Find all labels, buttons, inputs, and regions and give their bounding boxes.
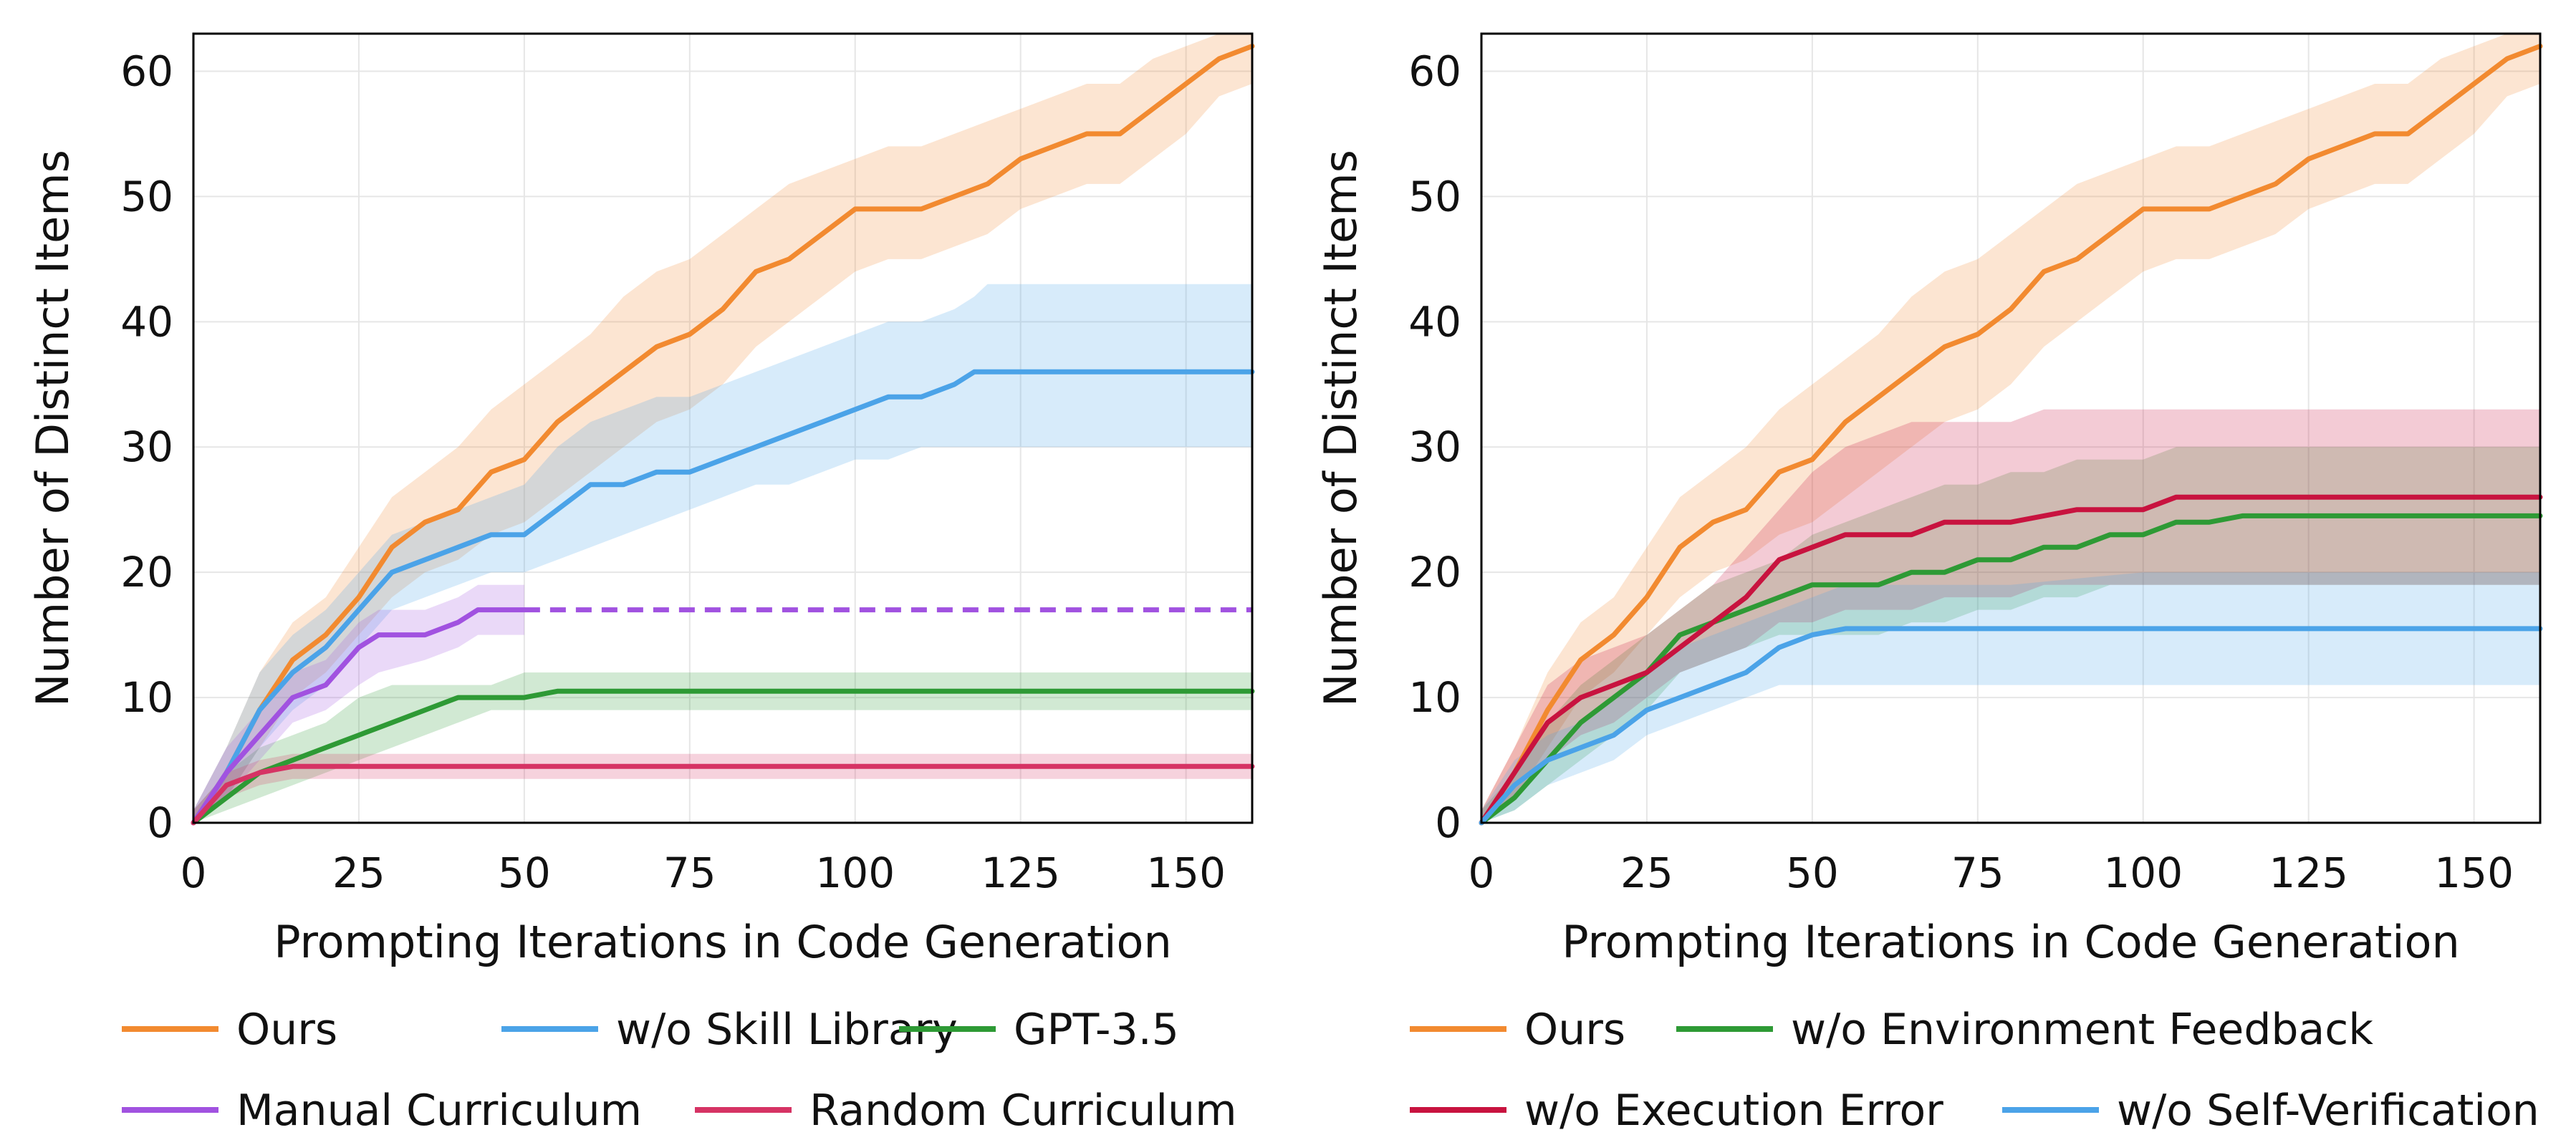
left-band-gpt-3-5 [193,672,1252,823]
right-y-tick-label: 40 [1408,297,1461,346]
left-x-tick-label: 150 [1146,849,1226,897]
left-band-manual-curriculum [193,584,524,823]
left-legend-item-ours: Ours [122,1005,337,1055]
right-band-w-o-self-verification [1481,572,2540,823]
right-series-lines [1479,44,2543,826]
right-line-ours [1479,44,2543,826]
left-x-tick-label: 50 [498,849,551,897]
left-y-tick-label: 20 [120,548,173,596]
left-band-w-o-skill-library [193,284,1252,823]
right-legend: Ours w/o Environment Feedback w/o Executio… [1410,1005,2539,1136]
right-tick-labels: 0 25 50 75 100 125 150 0 10 20 30 40 50 60 [1408,47,2514,897]
right-x-tick-label: 0 [1469,849,1495,897]
right-x-tick-label: 125 [2269,849,2348,897]
left-y-tick-label: 40 [120,297,173,346]
right-y-tick-label: 10 [1408,673,1461,722]
right-legend-item-w-o-execution-error: w/o Execution Error [1410,1086,1943,1136]
right-y-tick-label: 30 [1408,422,1461,471]
right-y-tick-label: 60 [1408,47,1461,95]
left-y-tick-label: 50 [120,172,173,221]
left-x-tick-label: 125 [981,849,1060,897]
left-x-tick-label: 25 [332,849,385,897]
right-line-w-o-environment-feedback [1479,513,2543,826]
right-y-tick-label: 50 [1408,172,1461,221]
left-y-tick-label: 10 [120,673,173,722]
right-y-tick-label: 0 [1435,798,1461,847]
left-x-tick-label: 0 [181,849,207,897]
left-x-axis-label: Prompting Iterations in Code Generation [274,916,1172,968]
left-legend-item-manual-curriculum: Manual Curriculum [122,1086,642,1136]
right-x-tick-label: 25 [1620,849,1673,897]
left-legend-item-gpt-3-5: GPT-3.5 [899,1005,1179,1055]
right-band-w-o-execution-error [1481,409,2540,823]
left-x-tick-label: 100 [815,849,895,897]
left-chart-panel: 0 25 50 75 100 125 150 0 10 20 30 40 50 60 Prompting … [27,32,1255,1136]
right-x-axis-label: Prompting Iterations in Code Generation [1562,916,2460,968]
right-plot-frame [1480,32,2542,824]
right-y-tick-label: 20 [1408,548,1461,596]
right-confidence-bands [1481,34,2540,823]
left-legend-label-gpt-3-5: GPT-3.5 [1014,1005,1179,1055]
left-line-random-curriculum [191,763,1255,826]
right-legend-label-w-o-execution-error: w/o Execution Error [1524,1086,1943,1136]
left-line-manual-curriculum [191,607,527,826]
left-legend-item-random-curriculum: Random Curriculum [695,1086,1237,1136]
right-legend-label-w-o-environment-feedback: w/o Environment Feedback [1791,1005,2373,1055]
right-legend-item-ours: Ours [1410,1005,1625,1055]
left-plot-frame [192,32,1254,824]
right-x-tick-label: 100 [2103,849,2183,897]
right-band-ours [1481,34,2540,823]
right-legend-label-w-o-self-verification: w/o Self-Verification [2117,1086,2539,1136]
left-tick-labels: 0 25 50 75 100 125 150 0 10 20 30 40 50 60 [120,47,1226,897]
left-band-ours [193,34,1252,823]
left-line-ours [191,44,1255,826]
right-line-w-o-execution-error [1479,494,2543,826]
left-band-random-curriculum [193,753,1252,823]
left-confidence-bands [193,34,1252,823]
left-legend-label-random-curriculum: Random Curriculum [809,1086,1237,1136]
right-legend-label-ours: Ours [1524,1005,1625,1055]
left-y-tick-label: 60 [120,47,173,95]
left-legend-label-manual-curriculum: Manual Curriculum [236,1086,642,1136]
right-chart-panel: 0 25 50 75 100 125 150 0 10 20 30 40 50 60 Prompting … [1315,32,2543,1136]
right-band-w-o-environment-feedback [1481,447,2540,823]
right-x-tick-label: 75 [1951,849,2004,897]
left-y-tick-label: 0 [147,798,173,847]
right-y-axis-label: Number of Distinct Items [1315,150,1367,707]
left-legend-label-ours: Ours [236,1005,337,1055]
left-line-gpt-3-5 [191,688,1255,826]
left-y-axis-label: Number of Distinct Items [27,150,79,707]
left-series-lines [191,44,1255,826]
right-legend-item-w-o-self-verification: w/o Self-Verification [2002,1086,2539,1136]
right-line-w-o-self-verification [1479,626,2543,826]
right-legend-item-w-o-environment-feedback: w/o Environment Feedback [1676,1005,2373,1055]
left-y-tick-label: 30 [120,422,173,471]
right-x-tick-label: 50 [1786,849,1839,897]
left-x-tick-label: 75 [663,849,716,897]
left-line-w-o-skill-library [191,369,1255,826]
right-x-tick-label: 150 [2434,849,2514,897]
